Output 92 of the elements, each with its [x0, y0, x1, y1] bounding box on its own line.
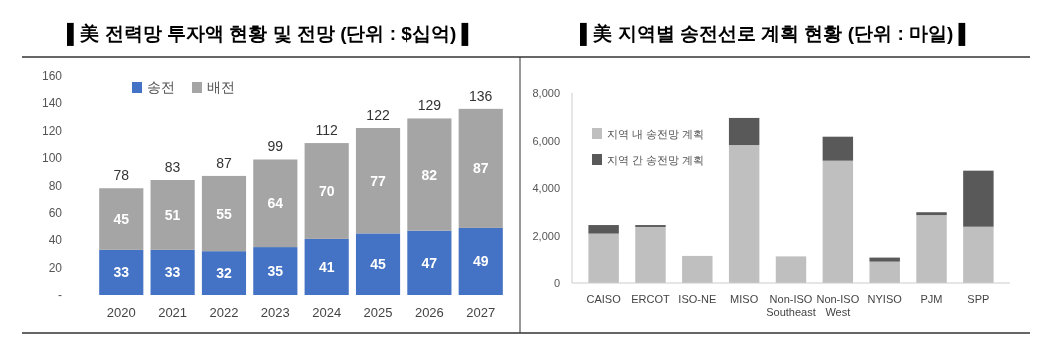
total-label: 78: [113, 167, 130, 184]
y-tick-label: -: [58, 288, 62, 302]
data-label: 82: [421, 166, 438, 183]
data-label: 32: [216, 265, 232, 282]
total-label: 129: [417, 97, 442, 114]
x-tick-label: Non-ISO West: [816, 293, 860, 318]
data-label: 47: [421, 254, 438, 271]
bar: [355, 128, 401, 234]
x-tick-label: ERCOT: [631, 293, 670, 305]
bar: [916, 212, 947, 216]
bar: [253, 247, 298, 295]
bar: [588, 233, 619, 283]
bar: [869, 257, 900, 262]
y-tick-label: 4,000: [532, 182, 560, 194]
y-tick-label: 160: [41, 69, 63, 83]
bar: [822, 160, 854, 283]
x-tick-label: SPP: [967, 293, 990, 305]
data-label: 64: [267, 195, 284, 212]
y-tick-label: 100: [41, 151, 63, 166]
bar: [99, 188, 144, 250]
x-tick-label: 2022: [209, 305, 239, 320]
bar: [963, 226, 994, 283]
x-tick-label: 2020: [106, 305, 136, 320]
y-tick-label: 140: [41, 96, 63, 111]
y-tick-label: 40: [48, 233, 63, 248]
bar: [682, 255, 713, 283]
bar: [150, 180, 195, 250]
total-label: 136: [469, 87, 493, 104]
total-label: 99: [267, 138, 284, 155]
bar: [407, 230, 452, 295]
total-label: 83: [164, 159, 181, 176]
x-tick-label: 2025: [363, 305, 393, 320]
chart-title: ▌美 전력망 투자액 현황 및 전망 (단위 : $십억) ▌: [67, 22, 475, 46]
bar: [304, 143, 349, 239]
data-label: 77: [370, 172, 387, 189]
bar: [775, 256, 807, 283]
bar: [963, 170, 994, 227]
bar: [635, 226, 666, 283]
bar: [355, 233, 401, 295]
bar: [588, 225, 619, 234]
bar: [150, 249, 195, 295]
data-label: 51: [164, 206, 181, 223]
data-label: 33: [164, 264, 181, 281]
bar: [822, 136, 854, 161]
legend-label: 배전: [207, 79, 235, 95]
bar: [201, 251, 247, 295]
bar: [304, 238, 349, 295]
x-tick-label: 2024: [312, 305, 342, 320]
data-label: 49: [472, 253, 489, 270]
x-tick-label: 2021: [158, 305, 188, 320]
y-tick-label: 80: [48, 178, 63, 193]
legend-label: 송전: [147, 79, 175, 95]
y-tick-label: 60: [48, 205, 63, 220]
y-tick-label: 8,000: [532, 87, 560, 99]
x-tick-label: 2026: [414, 305, 444, 320]
data-label: 45: [113, 211, 130, 228]
data-label: 35: [267, 263, 284, 280]
x-tick-label: CAISO: [586, 293, 622, 305]
bar: [728, 145, 760, 283]
bar: [728, 117, 760, 146]
total-label: 87: [216, 154, 232, 171]
x-tick-label: MISO: [730, 293, 759, 305]
legend-label: 지역 간 송전망 계획: [607, 154, 705, 166]
total-label: 122: [366, 107, 390, 124]
y-tick-label: 0: [553, 277, 560, 289]
bar: [458, 227, 503, 295]
x-tick-label: Non-ISO Southeast: [766, 293, 816, 318]
bar: [99, 249, 144, 295]
data-label: 55: [216, 205, 232, 222]
bar: [869, 261, 900, 283]
x-tick-label: NYISO: [867, 293, 903, 305]
bar: [201, 175, 247, 252]
bar: [407, 118, 452, 231]
bar: [253, 159, 298, 248]
x-tick-label: 2027: [466, 305, 496, 320]
chart-title: ▌美 지역별 송전선로 계획 현황 (단위 : 마일) ▌: [579, 22, 973, 46]
data-label: 70: [318, 182, 335, 199]
data-label: 33: [113, 264, 130, 281]
total-label: 112: [315, 122, 339, 139]
x-tick-label: PJM: [920, 293, 943, 305]
legend-label: 지역 내 송전망 계획: [607, 128, 705, 140]
x-tick-label: ISO-NE: [678, 293, 717, 305]
x-tick-label: 2023: [260, 305, 290, 320]
data-label: 45: [370, 256, 387, 273]
bar: [916, 215, 947, 283]
data-label: 87: [472, 160, 489, 177]
y-tick-label: 120: [41, 123, 63, 138]
data-label: 41: [318, 258, 335, 275]
y-tick-label: 20: [48, 260, 63, 275]
y-tick-label: 6,000: [532, 134, 560, 147]
bar: [458, 108, 503, 228]
y-tick-label: 2,000: [532, 229, 560, 242]
